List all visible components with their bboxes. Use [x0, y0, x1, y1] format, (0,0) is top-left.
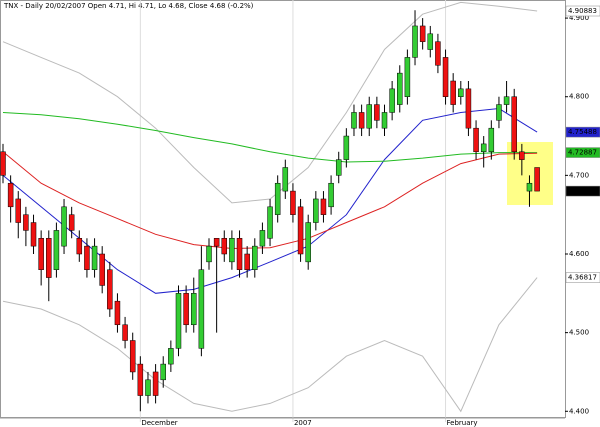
candle-body — [313, 198, 319, 223]
candle-body — [99, 253, 105, 286]
candle-body — [38, 238, 44, 270]
price-tag-box — [565, 185, 600, 197]
candle-body — [160, 363, 166, 381]
candle-body — [511, 96, 517, 153]
price-tag: 4.36817 — [568, 274, 597, 282]
candle-body — [206, 245, 212, 263]
candle-body — [488, 127, 495, 153]
candle-body — [397, 72, 403, 105]
candle-body — [236, 238, 243, 270]
candle-body — [458, 88, 464, 97]
indicator-line — [2, 151, 538, 250]
candle-body — [152, 371, 159, 396]
price-tag: 4.72887 — [568, 149, 597, 157]
candle-body — [480, 143, 487, 153]
candle-body — [389, 88, 395, 113]
candle-body — [252, 245, 258, 270]
candle-body — [213, 238, 220, 247]
candle-body — [84, 245, 90, 270]
candle-body — [412, 25, 418, 58]
y-tick-label: 4.500 — [569, 329, 589, 337]
candle-body — [229, 238, 235, 263]
candle-body — [91, 245, 98, 270]
price-tag-box — [565, 147, 600, 158]
candle-body — [198, 269, 205, 349]
indicator-line — [2, 277, 538, 413]
plot-frame — [0, 0, 566, 418]
candle-body — [244, 253, 250, 270]
candle-body — [473, 127, 479, 153]
candle-body — [46, 238, 52, 278]
candle-body — [366, 104, 372, 129]
candle-body — [419, 25, 426, 42]
price-tag: 4.90883 — [568, 7, 597, 15]
candle-body — [0, 151, 6, 176]
price-tag-box — [565, 5, 600, 17]
x-tick-label: February — [447, 419, 478, 427]
candle-body — [320, 198, 327, 215]
candle-body — [183, 293, 189, 326]
candle-body — [358, 112, 365, 129]
chart-title: TNX - Daily 20/02/2007 Open 4.71, Hi 4.7… — [3, 2, 254, 10]
price-tag: 4.75488 — [568, 128, 597, 136]
candle-body — [351, 112, 357, 129]
candle-body — [191, 293, 197, 326]
candle-body — [168, 348, 174, 365]
candle-body — [122, 324, 128, 341]
candle-body — [145, 379, 151, 396]
price-tag: 4.68 — [568, 187, 584, 195]
x-tick-label: December — [141, 419, 177, 427]
candle-body — [305, 222, 311, 263]
candle-body — [221, 238, 228, 255]
y-tick-label: 4.900 — [569, 14, 589, 22]
y-tick-label: 4.800 — [569, 93, 589, 101]
candle-body — [503, 96, 510, 105]
candle-body — [335, 159, 342, 176]
indicator-line — [2, 112, 538, 163]
candle-body — [282, 167, 289, 192]
candle-body — [442, 57, 449, 97]
price-tag-box — [565, 126, 600, 138]
candle-body — [68, 214, 75, 231]
candle-body — [465, 88, 472, 129]
candle-body — [343, 135, 350, 160]
candle-body — [114, 300, 121, 326]
candle-body — [30, 222, 37, 247]
candle-body — [297, 206, 304, 255]
y-tick-label: 4.700 — [569, 171, 589, 179]
price-tag-box — [565, 272, 600, 283]
candle-body — [76, 238, 83, 255]
candle-body — [15, 198, 22, 223]
y-tick-label: 4.600 — [569, 250, 589, 258]
candle-body — [137, 363, 144, 396]
candle-body — [53, 230, 60, 270]
candle-body — [526, 182, 533, 192]
candle-body — [496, 104, 502, 121]
candle-body — [450, 80, 456, 105]
candle-body — [107, 269, 113, 310]
candle-body — [274, 182, 281, 215]
candle-body — [435, 41, 441, 66]
x-tick-label: 2007 — [294, 419, 312, 427]
candle-body — [129, 340, 136, 373]
candle-body — [427, 33, 434, 50]
candle-body — [175, 293, 182, 349]
candle-body — [259, 230, 266, 247]
candle-body — [374, 104, 380, 121]
candle-body — [23, 214, 29, 231]
y-tick-label: 4.400 — [569, 407, 589, 415]
candle-body — [61, 206, 67, 247]
candle-body — [519, 151, 525, 160]
candle-body — [404, 57, 411, 97]
candle-body — [381, 112, 388, 129]
candle-body — [534, 167, 540, 192]
candle-body — [290, 190, 296, 215]
candle-body — [267, 206, 273, 239]
candle-body — [7, 182, 14, 208]
candle-body — [328, 182, 334, 208]
